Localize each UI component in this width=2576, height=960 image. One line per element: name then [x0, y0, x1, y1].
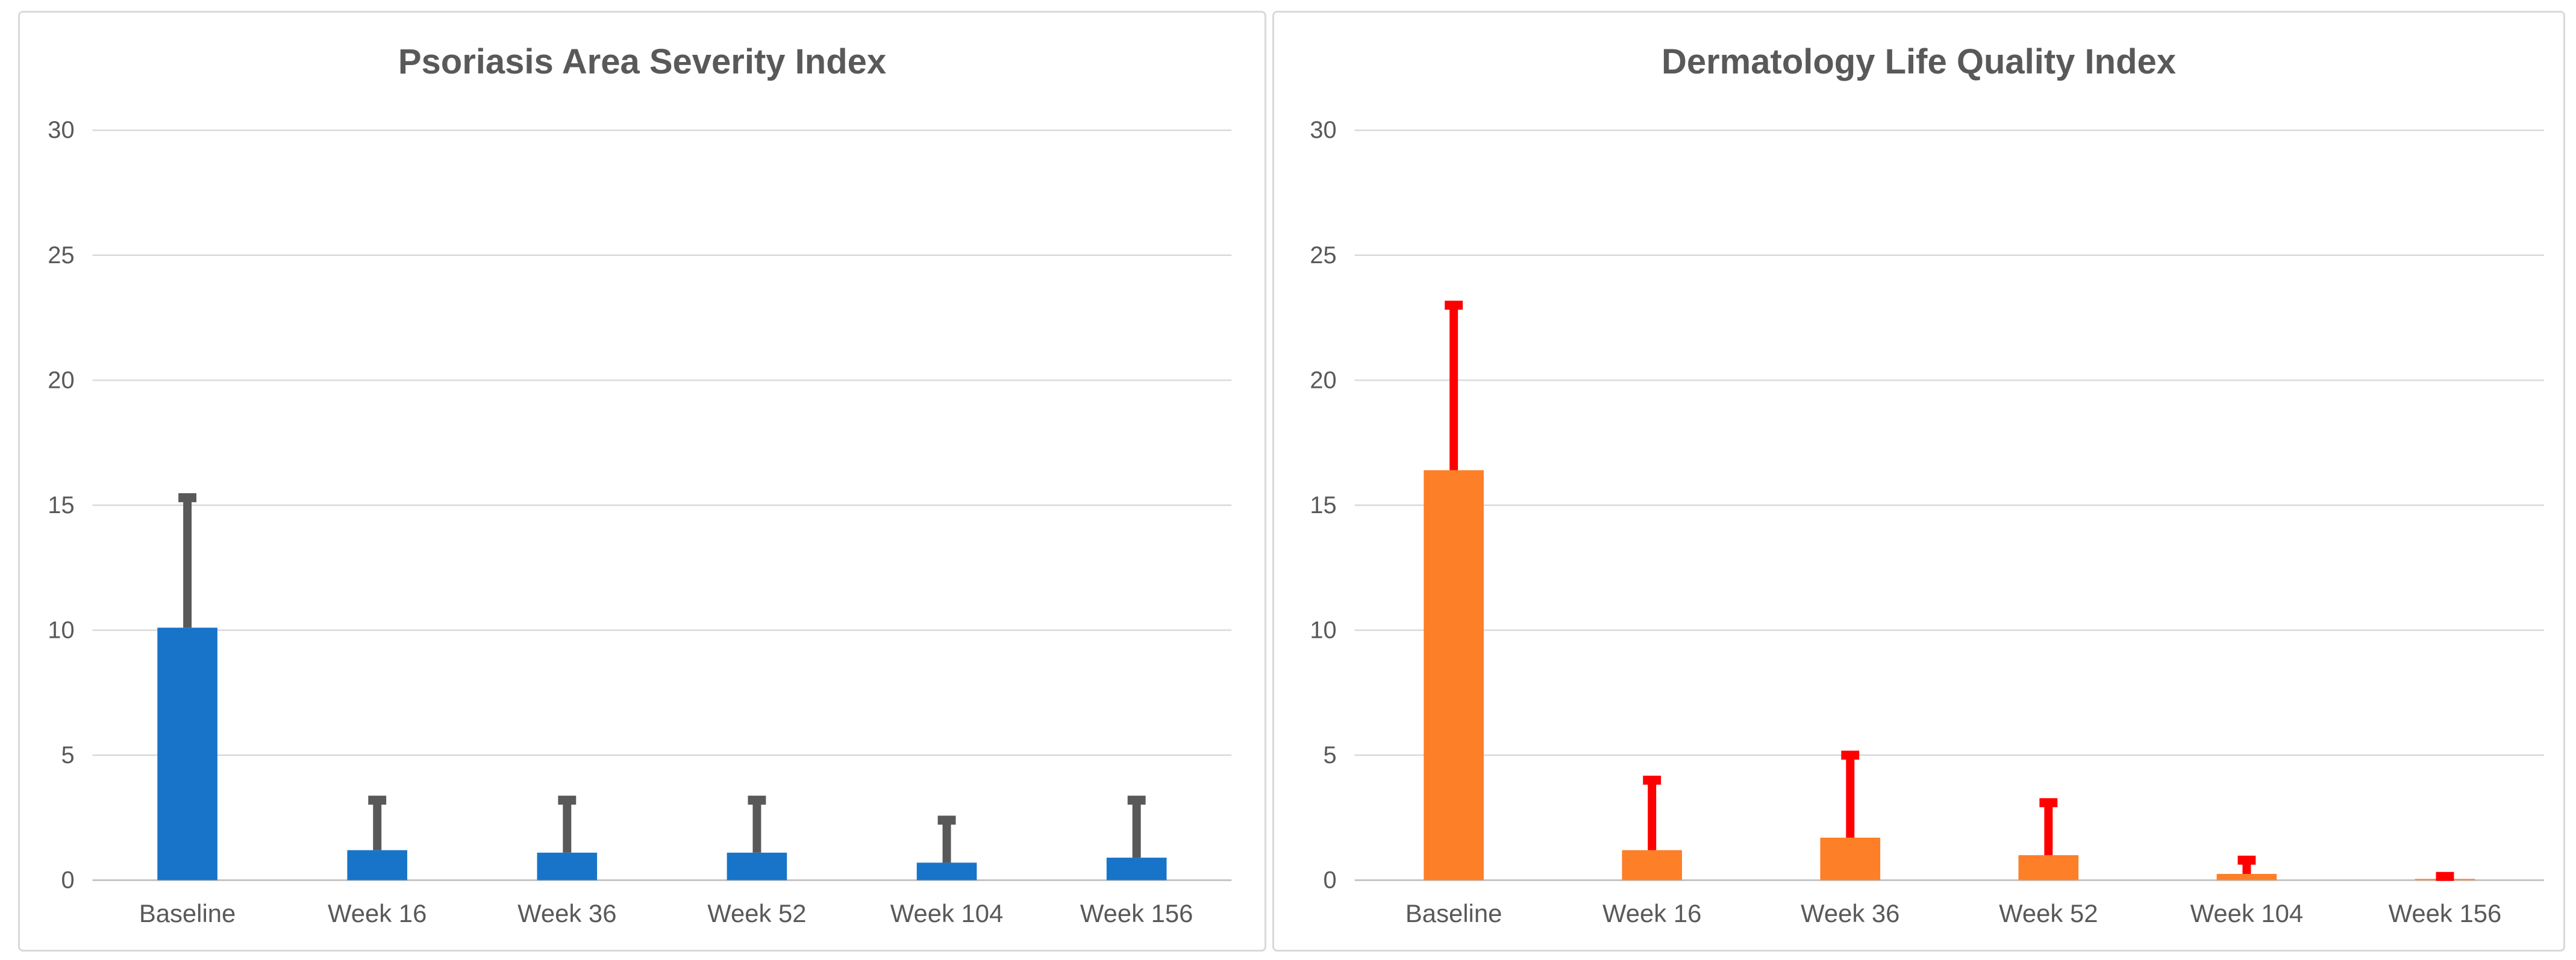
- bar: [537, 852, 598, 881]
- bar: [2018, 855, 2079, 881]
- y-tick-label: 0: [1324, 867, 1337, 893]
- x-category-label: Week 36: [517, 899, 616, 927]
- error-bar-cap: [1643, 775, 1662, 785]
- y-tick-label: 20: [1310, 367, 1336, 393]
- y-tick-label: 10: [48, 617, 74, 643]
- bar: [1424, 470, 1484, 881]
- error-bar-cap: [748, 796, 766, 805]
- x-category-label: Baseline: [139, 899, 236, 927]
- error-bar-line: [1846, 755, 1855, 838]
- bar: [1106, 858, 1167, 881]
- pasi-chart-plot: 0 5 10 15 20 25 30 Baseline Week 16 Week 36 Week 5…: [48, 117, 1232, 927]
- error-bar-cap: [1841, 750, 1860, 760]
- dlqi-chart-title: Dermatology Life Quality Index: [1661, 42, 2177, 81]
- x-category-label: Week 52: [707, 899, 806, 927]
- y-tick-label: 5: [1324, 742, 1337, 768]
- y-tick-label: 25: [48, 242, 74, 269]
- pasi-chart-title: Psoriasis Area Severity Index: [398, 42, 887, 81]
- y-tick-label: 20: [48, 367, 74, 393]
- y-tick-label: 10: [1310, 617, 1336, 643]
- error-bar-cap: [558, 796, 577, 805]
- y-tick-label: 15: [1310, 492, 1336, 519]
- y-tick-label: 15: [48, 492, 74, 519]
- error-bar-cap: [1445, 301, 1463, 310]
- error-bar-cap: [937, 815, 956, 825]
- error-bar-line: [183, 497, 192, 628]
- error-bar-cap: [368, 796, 387, 805]
- error-bar-line: [752, 800, 761, 853]
- x-category-label: Baseline: [1405, 899, 1502, 927]
- x-category-label: Week 156: [2389, 899, 2502, 927]
- error-bar-cap: [1127, 796, 1146, 805]
- x-category-label: Week 16: [328, 899, 427, 927]
- error-bar-cap: [2436, 871, 2454, 881]
- bar: [1820, 837, 1881, 881]
- y-tick-label: 30: [1310, 117, 1336, 143]
- x-category-label: Week 156: [1080, 899, 1193, 927]
- pasi-chart-panel: Psoriasis Area Severity Index 0 5 10 15 20 25…: [18, 11, 1266, 952]
- x-category-label: Week 104: [890, 899, 1004, 927]
- bar: [157, 628, 217, 881]
- y-tick-label: 25: [1310, 242, 1336, 269]
- dlqi-chart-plot: 0 5 10 15 20 25 30 Baseline Week 16 Week 36 Week 5…: [1310, 117, 2544, 927]
- error-bar-line: [1132, 800, 1141, 858]
- error-bar-cap: [2039, 798, 2058, 808]
- bar: [347, 850, 408, 881]
- error-bar-line: [942, 820, 951, 863]
- error-bar-line: [1449, 305, 1458, 470]
- error-bar-cap: [178, 493, 197, 502]
- error-bar-line: [563, 800, 572, 853]
- y-tick-label: 5: [61, 742, 74, 768]
- error-bar-line: [2044, 802, 2053, 855]
- y-tick-label: 30: [48, 117, 74, 143]
- x-category-label: Week 52: [1999, 899, 2098, 927]
- y-tick-label: 0: [61, 867, 74, 893]
- bar: [1622, 850, 1683, 881]
- error-bar-line: [373, 800, 382, 850]
- error-bar-line: [1648, 780, 1657, 850]
- error-bar-cap: [2237, 855, 2256, 865]
- dlqi-chart-panel: Dermatology Life Quality Index 0 5 10 15 20 2…: [1272, 11, 2565, 952]
- x-category-label: Week 16: [1602, 899, 1701, 927]
- x-category-label: Week 36: [1801, 899, 1899, 927]
- bar: [2216, 874, 2277, 881]
- bar: [916, 862, 977, 881]
- x-category-label: Week 104: [2190, 899, 2304, 927]
- bar: [727, 852, 787, 881]
